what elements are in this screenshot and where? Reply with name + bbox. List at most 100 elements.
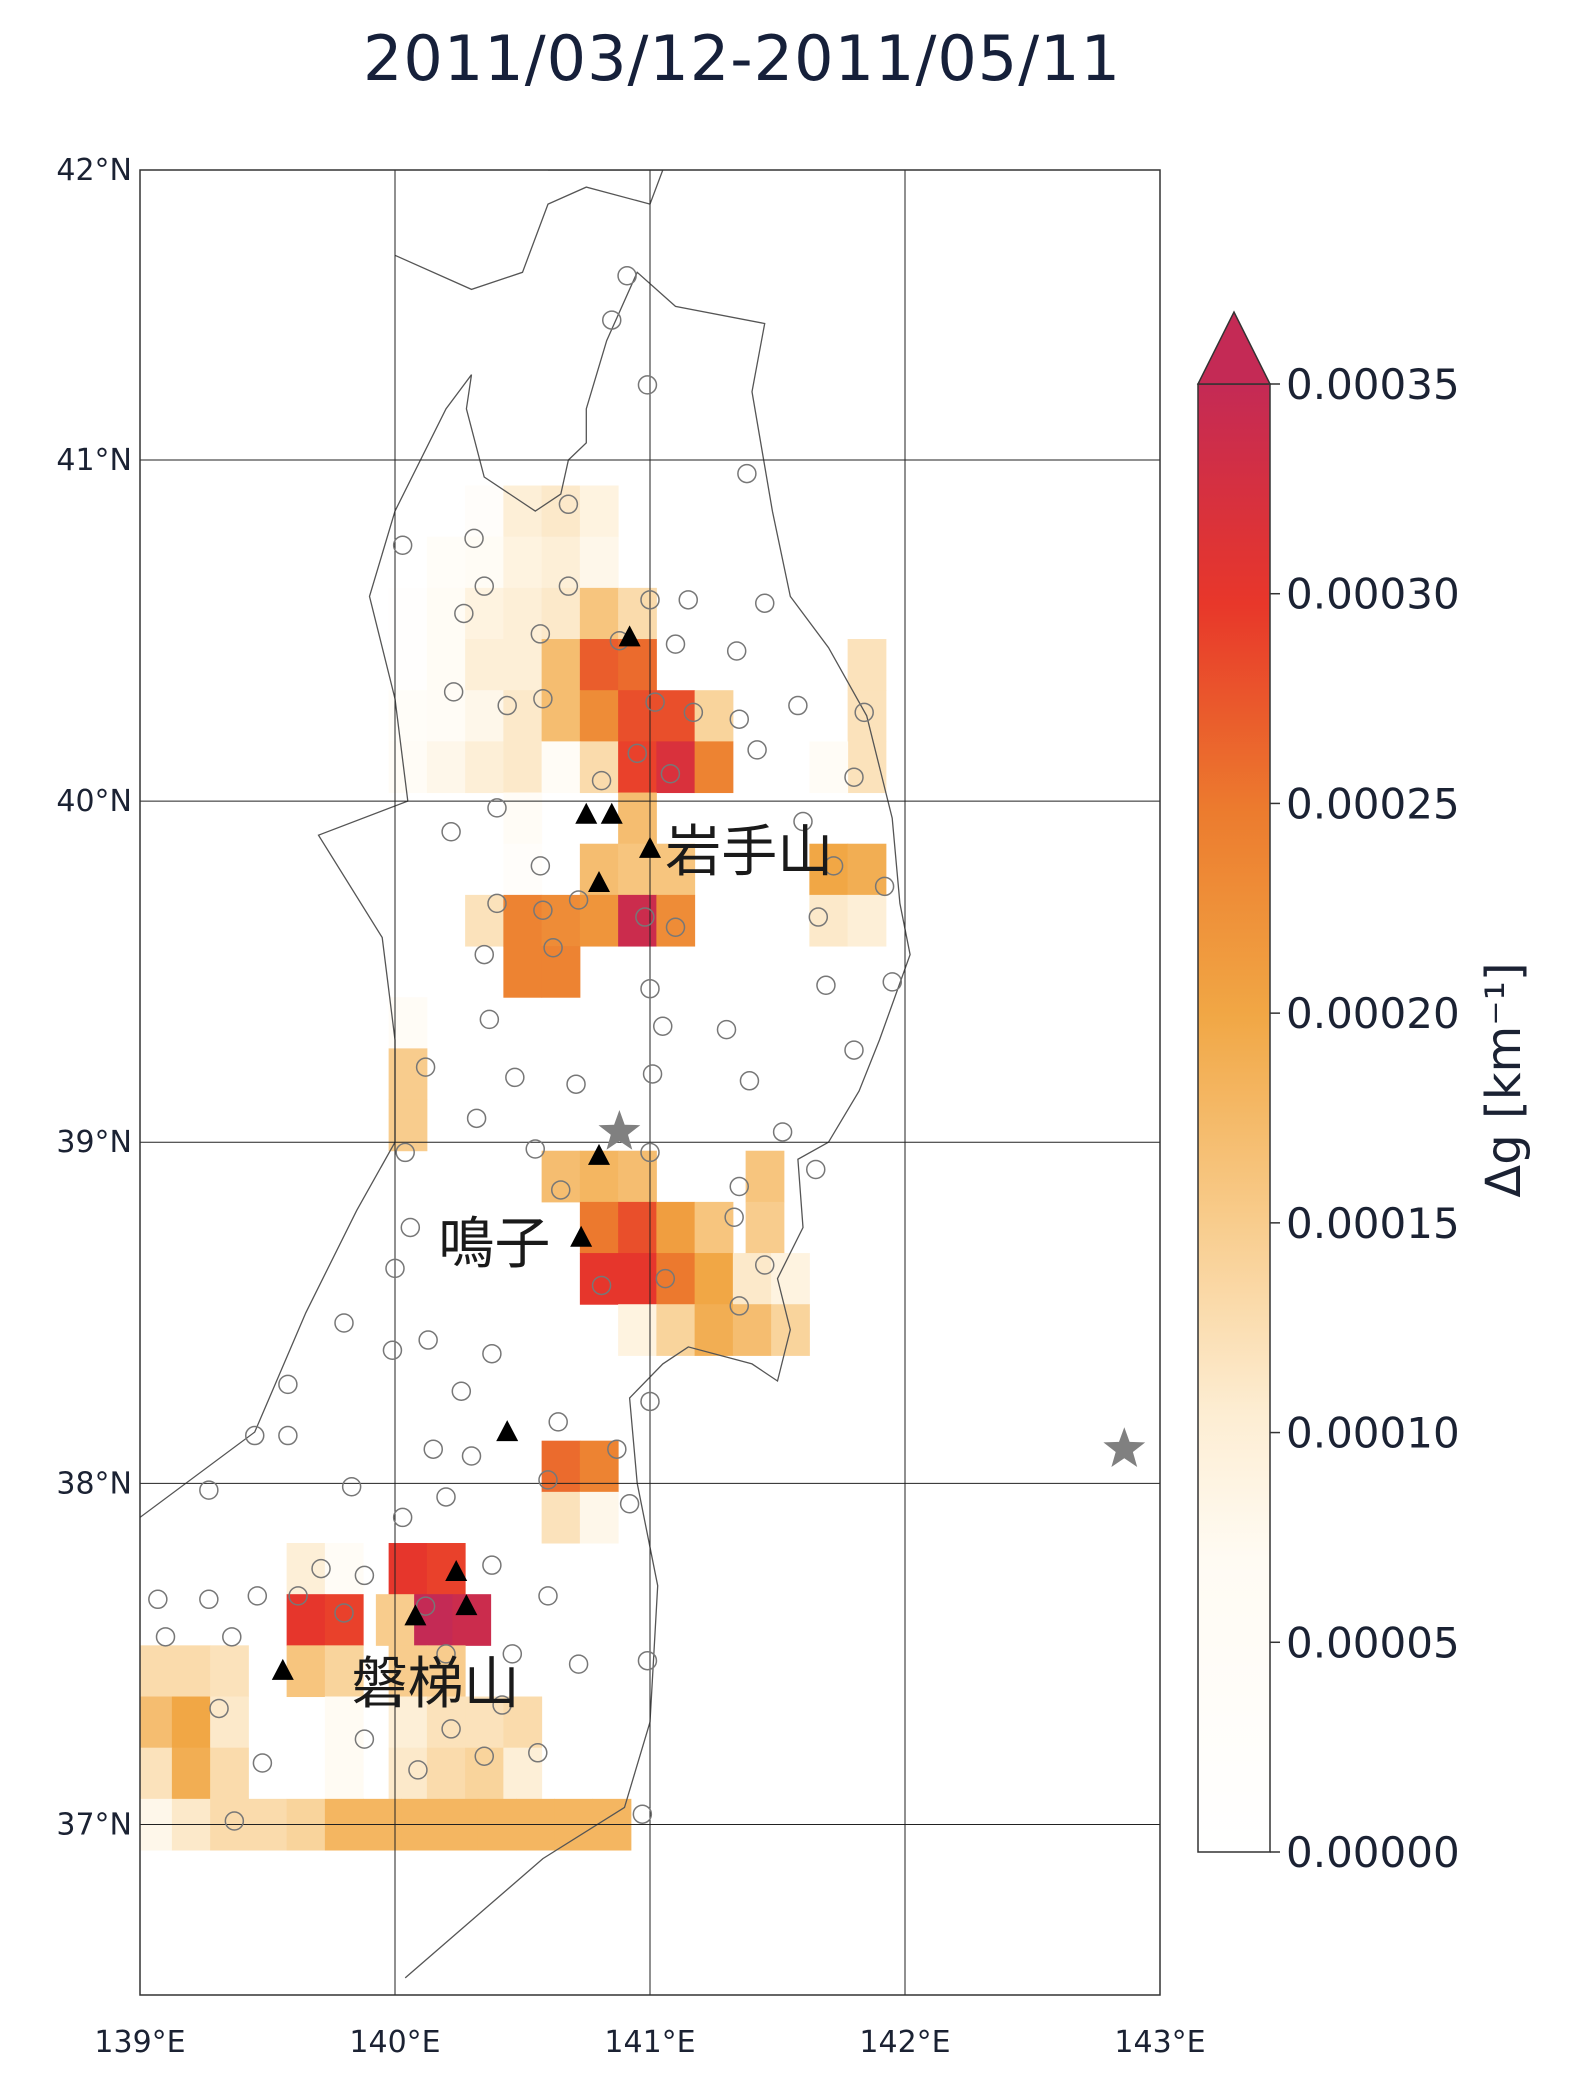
station-marker xyxy=(385,1258,405,1279)
anomaly-cell xyxy=(503,792,543,845)
honshu-coastline xyxy=(140,271,911,1979)
colorbar-tick-label: 0.00035 xyxy=(1286,360,1460,409)
anomaly-cell xyxy=(388,741,428,794)
anomaly-cell xyxy=(503,536,543,589)
station-marker xyxy=(844,1040,864,1060)
station-marker xyxy=(415,1596,436,1616)
anomaly-cell xyxy=(656,1253,696,1305)
anomaly-cell xyxy=(618,792,657,845)
station-marker xyxy=(461,1446,482,1466)
volcano-marker xyxy=(271,1658,294,1680)
station-marker xyxy=(148,1589,168,1610)
station-marker xyxy=(591,1275,612,1296)
colorbar-gradient xyxy=(1197,383,1271,1853)
station-marker xyxy=(640,978,660,999)
station-marker xyxy=(823,856,844,876)
anomaly-cell xyxy=(503,946,543,998)
anomaly-cell xyxy=(579,690,619,742)
anomaly-cell xyxy=(388,639,428,691)
anomaly-cell xyxy=(694,690,734,742)
anomaly-cell xyxy=(579,1491,619,1544)
station-marker xyxy=(482,1343,502,1364)
station-marker xyxy=(788,695,808,716)
station-marker xyxy=(640,1142,660,1163)
anomaly-cell xyxy=(618,1253,657,1305)
station-marker xyxy=(525,1139,545,1159)
volcanoes xyxy=(271,625,661,1680)
station-marker xyxy=(538,1586,558,1606)
anomaly-cell xyxy=(618,741,657,794)
station-marker xyxy=(311,1558,331,1579)
anomaly-cell xyxy=(324,1747,364,1800)
station-marker xyxy=(530,624,551,644)
anomaly-cell xyxy=(579,741,619,794)
anomaly-cell xyxy=(465,485,504,538)
station-marker xyxy=(568,1654,589,1674)
lon-tick-label: 141°E xyxy=(604,2025,695,2060)
station-marker xyxy=(665,634,686,654)
anomaly-cell xyxy=(503,894,543,947)
station-marker xyxy=(245,1425,265,1446)
station-marker xyxy=(395,1142,415,1163)
anomaly-cell xyxy=(809,894,849,947)
station-marker xyxy=(400,1217,421,1238)
station-marker xyxy=(479,1009,500,1030)
anomaly-cell xyxy=(579,639,619,691)
station-marker xyxy=(729,1176,749,1197)
anomaly-cell xyxy=(694,1201,734,1254)
gridlines xyxy=(140,170,1160,1995)
station-marker xyxy=(729,709,749,729)
station-marker xyxy=(548,1412,568,1432)
anomaly-cell xyxy=(426,1696,466,1749)
anomaly-cell xyxy=(388,1747,428,1800)
anomaly-cell xyxy=(579,1440,619,1493)
station-marker xyxy=(635,907,655,927)
anomaly-cell xyxy=(286,1645,326,1698)
station-marker xyxy=(772,1122,793,1142)
anomaly-cell xyxy=(426,587,466,640)
anomaly-cell xyxy=(465,536,504,589)
hokkaido-coastline xyxy=(394,170,664,291)
station-marker xyxy=(627,743,647,764)
station-marker xyxy=(415,1057,436,1077)
anomaly-cell xyxy=(324,1594,364,1646)
station-marker xyxy=(209,1698,229,1719)
station-marker xyxy=(466,1108,487,1129)
station-marker xyxy=(474,944,494,965)
anomaly-cell xyxy=(503,690,543,742)
lat-tick-label: 38°N xyxy=(56,1466,132,1501)
anomaly-cell xyxy=(732,1253,772,1305)
station-marker xyxy=(683,702,704,723)
anomaly-cell xyxy=(426,536,466,589)
axis-ticks: 139°E 140°E 141°E 142°E 143°E 37°N 38°N 39°N 40°… xyxy=(56,153,1205,2060)
station-marker xyxy=(538,1470,558,1490)
station-marker xyxy=(408,1760,428,1780)
anomaly-cell xyxy=(426,639,466,691)
lon-tick-label: 143°E xyxy=(1114,2025,1205,2060)
anomaly-cell xyxy=(140,1747,173,1800)
epicenter-star xyxy=(1103,1427,1146,1467)
station-marker xyxy=(591,770,612,791)
volcano-name-label: 鳴子 xyxy=(438,1212,550,1277)
station-marker xyxy=(247,1586,268,1606)
station-marker xyxy=(653,1016,673,1036)
anomaly-cell xyxy=(745,1201,785,1254)
station-marker xyxy=(645,692,665,712)
volcano-marker xyxy=(618,625,641,647)
anomaly-cell xyxy=(579,894,619,947)
station-marker xyxy=(278,1374,298,1395)
station-marker xyxy=(278,1425,298,1446)
station-marker xyxy=(354,1729,375,1749)
anomaly-cell xyxy=(579,536,619,589)
anomaly-cell xyxy=(503,1696,543,1749)
anomaly-cell xyxy=(541,1491,581,1544)
station-marker xyxy=(487,893,507,914)
station-marker xyxy=(747,740,767,760)
colorbar-tick-label: 0.00000 xyxy=(1286,1828,1460,1877)
station-marker xyxy=(724,1207,744,1227)
anomaly-cell xyxy=(388,587,428,640)
station-marker xyxy=(660,764,681,784)
anomaly-cell xyxy=(579,485,619,538)
